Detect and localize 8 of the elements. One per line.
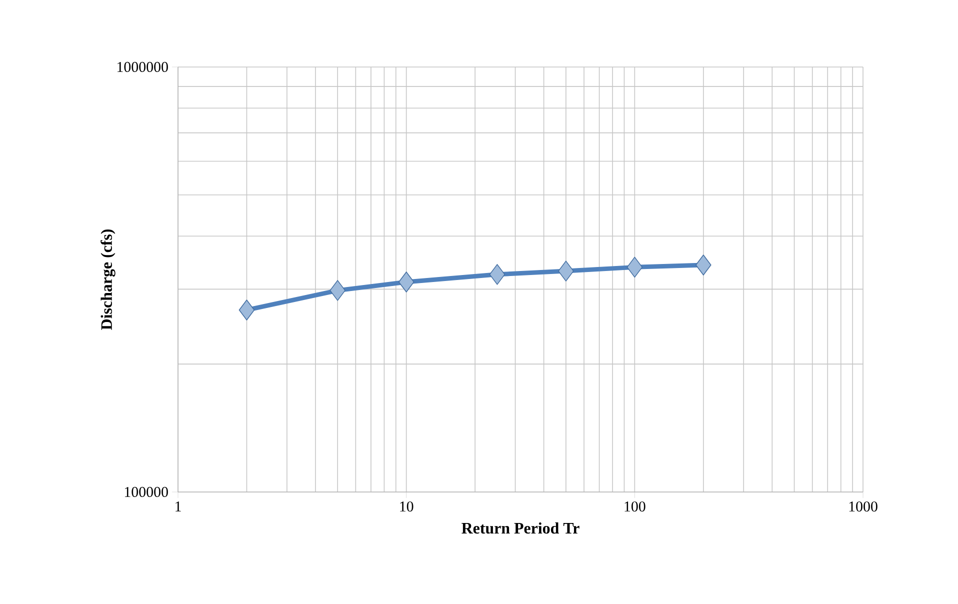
- x-axis-title: Return Period Tr: [462, 522, 580, 534]
- x-tick-label: 10: [400, 501, 414, 512]
- y-axis-title: Discharge (cfs): [100, 229, 116, 330]
- x-tick-label: 1: [176, 501, 181, 512]
- y-tick-label: 100000: [124, 486, 168, 498]
- x-tick-label: 100: [624, 501, 646, 512]
- x-tick-label: 1000: [849, 501, 878, 512]
- y-tick-label: 1000000: [118, 62, 168, 72]
